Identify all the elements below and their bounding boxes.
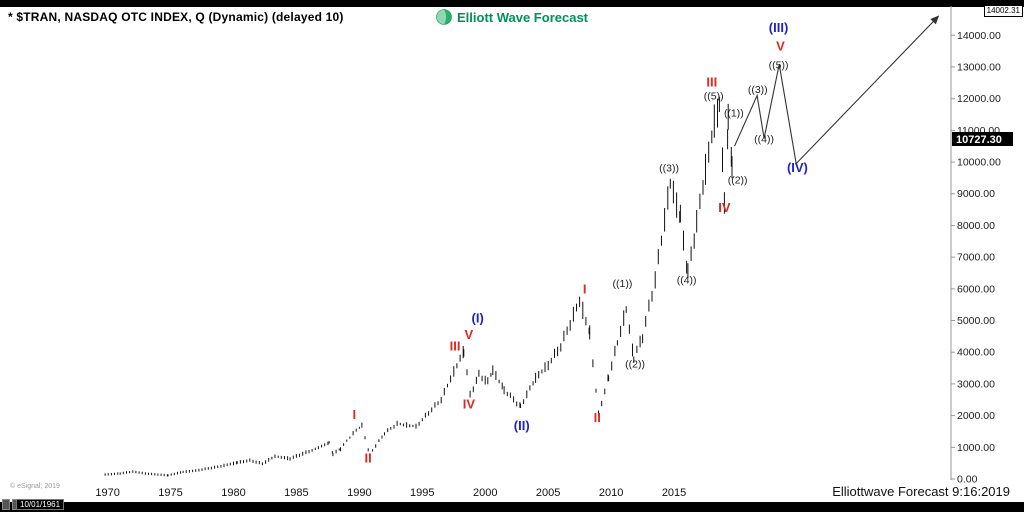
elliott-wave-logo-text: Elliott Wave Forecast bbox=[457, 9, 588, 25]
symbol-title: * $TRAN, NASDAQ OTC INDEX, Q (Dynamic) (… bbox=[8, 10, 344, 24]
wave-label: I bbox=[353, 407, 357, 422]
svg-text:1985: 1985 bbox=[284, 487, 308, 499]
wave-label: ((1)) bbox=[613, 278, 633, 290]
chart-start-date-box[interactable]: 10/01/1961 bbox=[16, 499, 65, 510]
price-axis: 0.00 1000.00 2000.00 3000.00 4000.00 5000.00 6… bbox=[950, 6, 1001, 486]
svg-text:3000.00: 3000.00 bbox=[957, 378, 995, 390]
svg-text:2005: 2005 bbox=[536, 487, 560, 499]
forecast-credit: Elliottwave Forecast 9:16:2019 bbox=[832, 484, 1010, 499]
current-price-marker: 10727.30 bbox=[952, 131, 1013, 146]
svg-text:1980: 1980 bbox=[221, 487, 245, 499]
svg-text:1995: 1995 bbox=[410, 487, 434, 499]
svg-text:4000.00: 4000.00 bbox=[957, 347, 995, 359]
wave-label: IV bbox=[463, 396, 476, 411]
svg-text:14000.00: 14000.00 bbox=[957, 30, 1001, 42]
wave-label: ((4)) bbox=[754, 133, 774, 145]
wave-label: (I) bbox=[472, 311, 484, 326]
svg-text:10727.30: 10727.30 bbox=[956, 134, 1002, 146]
wave-labels: IIIIIIVIV(I)(II)III((1))((2))((3))((4))(… bbox=[353, 20, 808, 465]
wave-label: IV bbox=[718, 200, 731, 215]
wave-label: III bbox=[706, 75, 717, 90]
elliott-wave-logo: Elliott Wave Forecast bbox=[436, 9, 588, 25]
svg-text:6000.00: 6000.00 bbox=[957, 283, 995, 295]
svg-text:0.00: 0.00 bbox=[957, 474, 978, 486]
wave-label: ((3)) bbox=[659, 163, 679, 175]
wave-label: II bbox=[594, 410, 601, 425]
bottom-border-bar bbox=[0, 502, 1024, 512]
wave-label: V bbox=[776, 38, 785, 53]
svg-text:2010: 2010 bbox=[599, 487, 623, 499]
svg-text:10000.00: 10000.00 bbox=[957, 157, 1001, 169]
wave-label: ((3)) bbox=[748, 84, 768, 96]
svg-text:2015: 2015 bbox=[662, 487, 686, 499]
top-border-bar bbox=[0, 0, 1024, 7]
wave-label: V bbox=[465, 327, 474, 342]
year-axis: 1970 1975 1980 1985 1990 1995 2000 2005 2010 2015 bbox=[95, 487, 686, 499]
svg-text:1000.00: 1000.00 bbox=[957, 442, 995, 454]
wave-label: ((1)) bbox=[724, 108, 744, 120]
wave-label: (III) bbox=[769, 20, 789, 35]
wave-label: ((2)) bbox=[625, 358, 645, 370]
svg-text:5000.00: 5000.00 bbox=[957, 315, 995, 327]
svg-text:13000.00: 13000.00 bbox=[957, 61, 1001, 73]
esignal-copyright: © eSignal, 2019 bbox=[10, 483, 60, 490]
price-bars bbox=[104, 96, 733, 477]
chart-toolbar-icon[interactable] bbox=[2, 499, 10, 510]
wave-label: (II) bbox=[514, 418, 530, 433]
wave-label: ((4)) bbox=[677, 274, 697, 286]
wave-label: (IV) bbox=[787, 160, 808, 175]
elliott-wave-logo-icon bbox=[436, 9, 452, 25]
svg-text:1990: 1990 bbox=[347, 487, 371, 499]
svg-text:9000.00: 9000.00 bbox=[957, 188, 995, 200]
svg-text:12000.00: 12000.00 bbox=[957, 93, 1001, 105]
wave-label: ((5)) bbox=[769, 60, 789, 72]
svg-text:1970: 1970 bbox=[95, 487, 119, 499]
projection-path bbox=[733, 15, 940, 165]
svg-text:2000: 2000 bbox=[473, 487, 497, 499]
svg-text:8000.00: 8000.00 bbox=[957, 220, 995, 232]
wave-label: I bbox=[583, 282, 587, 297]
wave-label: III bbox=[450, 339, 461, 354]
svg-text:2000.00: 2000.00 bbox=[957, 410, 995, 422]
svg-text:1975: 1975 bbox=[158, 487, 182, 499]
wave-label: ((2)) bbox=[728, 175, 748, 187]
wave-label: ((5)) bbox=[704, 90, 724, 102]
axis-high-price-label: 14002.31 bbox=[983, 5, 1023, 17]
wave-label: II bbox=[365, 451, 372, 466]
svg-text:7000.00: 7000.00 bbox=[957, 252, 995, 264]
